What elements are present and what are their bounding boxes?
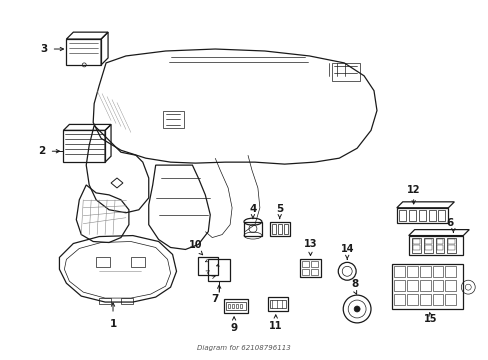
Bar <box>96 257 110 267</box>
Bar <box>208 260 230 281</box>
Text: 8: 8 <box>351 279 358 289</box>
Bar <box>198 257 218 275</box>
Bar <box>445 294 455 305</box>
Bar <box>269 300 285 308</box>
Bar <box>240 304 242 308</box>
Bar <box>406 280 417 291</box>
Bar <box>427 210 435 221</box>
Bar <box>447 238 455 253</box>
Bar <box>63 130 105 162</box>
Bar <box>393 266 404 277</box>
Text: 13: 13 <box>303 239 317 249</box>
Bar <box>225 302 245 310</box>
Bar <box>419 266 429 277</box>
Bar <box>396 208 447 223</box>
Bar <box>244 222 262 235</box>
Bar <box>412 239 419 243</box>
Bar <box>299 260 321 277</box>
Bar <box>406 294 417 305</box>
Bar <box>311 261 318 267</box>
Text: 1: 1 <box>109 319 117 329</box>
Bar <box>393 280 404 291</box>
Bar <box>99 298 111 304</box>
Bar <box>435 238 444 253</box>
Text: 7: 7 <box>211 294 219 304</box>
Bar <box>271 224 275 234</box>
Bar <box>393 294 404 305</box>
Text: 14: 14 <box>340 244 353 255</box>
Bar <box>121 298 133 304</box>
Text: 3: 3 <box>40 44 47 54</box>
Text: 2: 2 <box>38 146 45 156</box>
Bar <box>447 239 454 243</box>
Bar <box>445 280 455 291</box>
Circle shape <box>353 306 359 312</box>
Bar <box>228 304 230 308</box>
Bar <box>436 246 443 251</box>
Bar <box>408 235 462 255</box>
Bar <box>236 304 238 308</box>
Bar <box>412 246 419 251</box>
Bar <box>419 280 429 291</box>
Bar <box>408 210 415 221</box>
Bar <box>418 210 425 221</box>
Bar <box>423 238 432 253</box>
Bar <box>445 266 455 277</box>
Text: 6: 6 <box>446 218 453 228</box>
Text: Diagram for 62108796113: Diagram for 62108796113 <box>197 345 290 351</box>
Bar <box>447 246 454 251</box>
Bar <box>232 304 234 308</box>
Bar <box>419 294 429 305</box>
Text: 5: 5 <box>276 204 283 214</box>
Bar <box>406 266 417 277</box>
Text: 4: 4 <box>249 204 256 214</box>
Bar <box>424 239 431 243</box>
Bar <box>131 257 144 267</box>
Bar <box>424 246 431 251</box>
Bar <box>301 269 308 275</box>
Bar <box>224 299 247 313</box>
Text: 15: 15 <box>423 314 436 324</box>
Bar <box>411 238 420 253</box>
Text: 9: 9 <box>230 323 237 333</box>
Bar <box>391 264 462 309</box>
Bar <box>398 210 405 221</box>
Text: 11: 11 <box>268 321 282 331</box>
Bar <box>438 210 445 221</box>
Bar <box>432 280 443 291</box>
Bar <box>277 224 281 234</box>
Bar <box>66 39 101 65</box>
Text: 10: 10 <box>188 240 202 251</box>
Text: 12: 12 <box>406 185 420 195</box>
Bar <box>311 269 318 275</box>
Bar <box>269 222 289 235</box>
Bar <box>432 294 443 305</box>
Bar <box>332 63 359 81</box>
Bar <box>267 297 287 311</box>
Bar <box>436 239 443 243</box>
Bar <box>432 266 443 277</box>
Bar <box>283 224 287 234</box>
Bar <box>301 261 308 267</box>
Bar <box>163 111 184 129</box>
